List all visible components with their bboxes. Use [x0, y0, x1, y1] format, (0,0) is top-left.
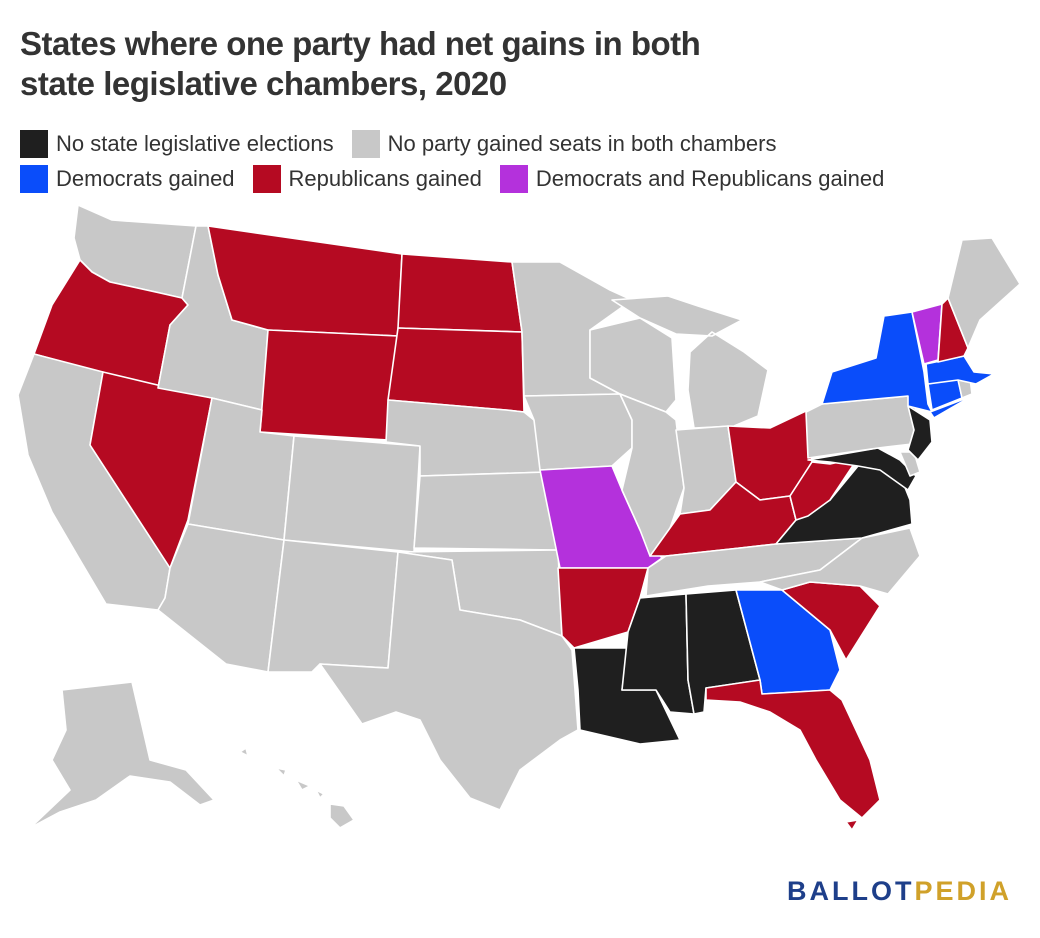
- us-state-map: [17, 204, 1021, 831]
- state-NM: [267, 539, 399, 673]
- state-NH: [937, 297, 969, 363]
- state-NJ: [907, 405, 933, 461]
- legend-item-both-gained: Democrats and Republicans gained: [499, 164, 885, 193]
- logo-part-pedia: PEDIA: [914, 876, 1012, 906]
- state-FL-keys: [845, 819, 859, 831]
- legend-item-no-elections: No state legislative elections: [20, 129, 334, 158]
- legend-item-republicans-gained: Republicans gained: [252, 164, 482, 193]
- logo-part-ballot: BALLOT: [786, 876, 915, 906]
- state-ME: [947, 237, 1021, 349]
- state-FL: [705, 679, 881, 819]
- legend-swatch-both-gained: [499, 164, 528, 193]
- state-HI: [239, 747, 355, 829]
- legend: No state legislative elections No party …: [20, 126, 1020, 196]
- legend-swatch-no-party-gained: [351, 129, 380, 158]
- legend-label-no-elections: No state legislative elections: [56, 130, 334, 156]
- legend-label-both-gained: Democrats and Republicans gained: [535, 165, 885, 191]
- state-KS: [413, 471, 559, 551]
- legend-item-no-party-gained: No party gained seats in both chambers: [351, 129, 777, 158]
- state-MT: [207, 225, 403, 337]
- state-NC: [759, 527, 921, 595]
- state-WV: [789, 457, 859, 521]
- state-TX: [319, 551, 579, 811]
- state-IA: [523, 393, 633, 471]
- legend-swatch-republicans-gained: [252, 164, 281, 193]
- state-NY: [821, 311, 933, 413]
- legend-item-democrats-gained: Democrats gained: [20, 164, 235, 193]
- state-AK: [29, 681, 215, 829]
- state-PA: [805, 395, 923, 459]
- legend-label-democrats-gained: Democrats gained: [56, 165, 235, 191]
- state-SD: [387, 327, 525, 413]
- legend-row-1: No state legislative elections No party …: [20, 126, 1020, 161]
- legend-swatch-democrats-gained: [20, 164, 48, 193]
- state-MI: [611, 295, 769, 429]
- legend-swatch-no-elections: [20, 129, 48, 158]
- state-WY: [259, 329, 399, 441]
- legend-row-2: Democrats gained Republicans gained Demo…: [20, 161, 1020, 196]
- map-title: States where one party had net gains in …: [20, 24, 920, 104]
- map-title-line-2: state legislative chambers, 2020: [20, 65, 507, 102]
- map-title-line-1: States where one party had net gains in …: [20, 25, 701, 62]
- state-NY-li: [929, 395, 973, 419]
- state-ND: [397, 253, 523, 333]
- state-CO: [283, 435, 421, 553]
- state-MA: [925, 355, 995, 385]
- ballotpedia-logo: BALLOTPEDIA: [787, 876, 1012, 907]
- state-MD: [807, 447, 917, 491]
- legend-label-republicans-gained: Republicans gained: [288, 165, 482, 191]
- legend-label-no-party-gained: No party gained seats in both chambers: [387, 130, 777, 156]
- state-WI: [589, 317, 677, 413]
